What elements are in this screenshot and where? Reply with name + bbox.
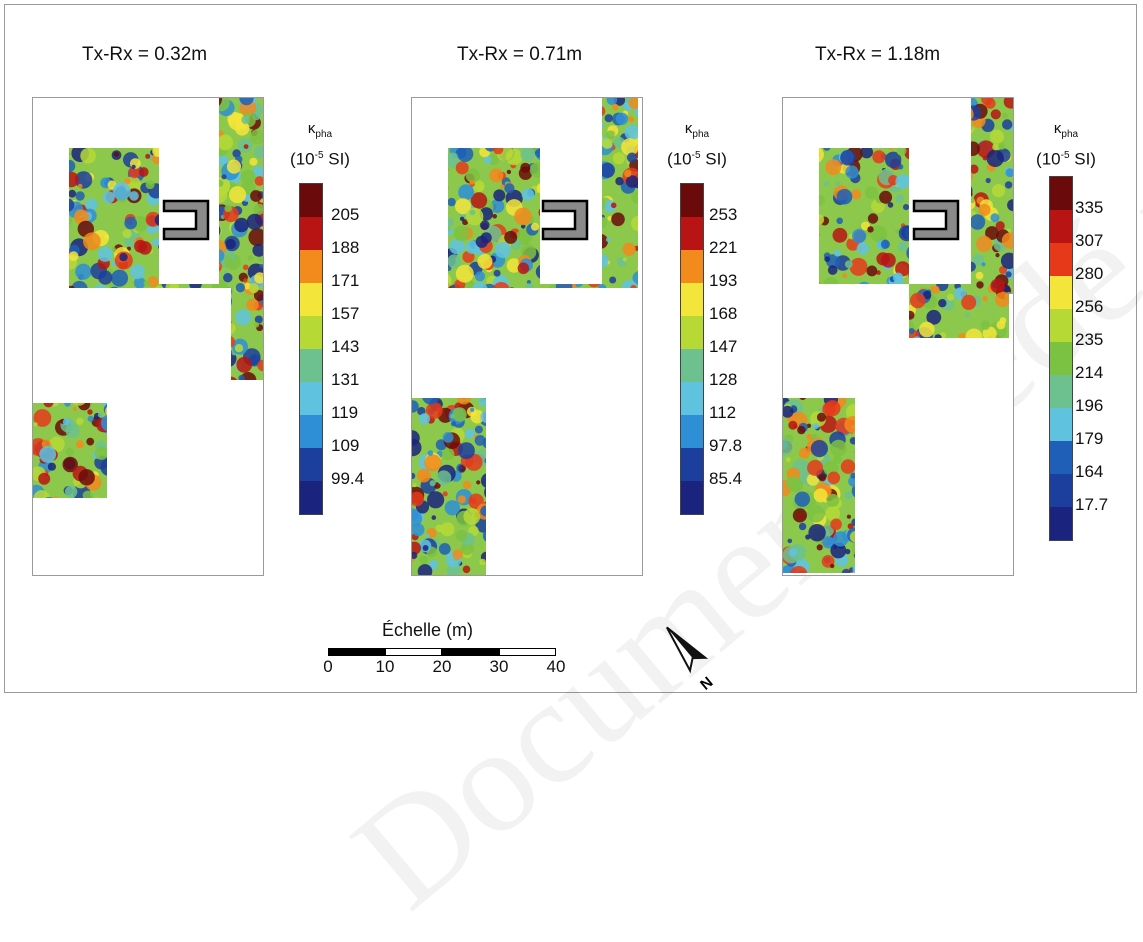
north-arrow-icon: N	[665, 626, 716, 694]
scale-bar-segment-3	[442, 648, 499, 656]
colorbar-swatch	[1050, 243, 1072, 276]
colorbar-swatch	[681, 448, 703, 481]
scale-bar-segment-1	[328, 648, 385, 656]
colorbar-swatch	[681, 415, 703, 448]
colorbar-label: 157	[331, 304, 360, 323]
colorbar-swatch	[1050, 210, 1072, 243]
colorbar-label: 196	[1075, 396, 1104, 415]
scale-tick-40: 40	[546, 657, 566, 676]
colorbar-label: 168	[709, 304, 738, 323]
scale-tick-0: 0	[323, 657, 333, 676]
colorbar-swatch	[300, 382, 322, 415]
colorbar-swatch	[681, 250, 703, 283]
legend-header-3: κpha (10-5 SI)	[1036, 120, 1096, 169]
colorbar-label: 253	[709, 205, 738, 224]
colorbar-label: 147	[709, 337, 738, 356]
colorbar-label: 119	[331, 403, 359, 422]
colorbar-label: 99.4	[331, 469, 365, 488]
colorbar-swatch	[681, 316, 703, 349]
survey-map-0.71m	[411, 97, 643, 576]
colorbar-label: 307	[1075, 231, 1104, 250]
colorbar-swatch	[681, 481, 703, 514]
panel-title-1: Tx-Rx = 0.32m	[82, 44, 208, 65]
building-outline-icon	[912, 199, 960, 241]
colorbar-2	[680, 183, 704, 515]
scale-bar-segment-2	[385, 648, 442, 656]
colorbar-swatch	[1050, 441, 1072, 474]
colorbar-swatch	[300, 415, 322, 448]
colorbar-label: 179	[1075, 429, 1104, 448]
colorbar-label: 335	[1075, 198, 1104, 217]
legend-header-1: κpha (10-5 SI)	[290, 120, 350, 169]
colorbar-swatch	[1050, 474, 1072, 507]
scale-tick-20: 20	[432, 657, 452, 676]
colorbar-swatch	[1050, 177, 1072, 210]
colorbar-label: 109	[331, 436, 360, 455]
scale-bar-segment-4	[499, 648, 556, 656]
panel-title-3: Tx-Rx = 1.18m	[815, 44, 941, 65]
colorbar-label: 85.4	[709, 469, 743, 488]
building-outline-icon	[162, 199, 210, 241]
scale-tick-10: 10	[375, 657, 395, 676]
colorbar-label: 97.8	[709, 436, 743, 455]
colorbar-swatch	[300, 283, 322, 316]
scale-bar-title: Échelle (m)	[382, 620, 474, 640]
panel-title-2: Tx-Rx = 0.71m	[457, 44, 583, 65]
colorbar-swatch	[681, 283, 703, 316]
building-outline-icon	[541, 199, 589, 241]
colorbar-swatch	[1050, 309, 1072, 342]
colorbar-swatch	[681, 349, 703, 382]
colorbar-swatch	[1050, 342, 1072, 375]
colorbar-label: 128	[709, 370, 738, 389]
colorbar-label: 17.7	[1075, 495, 1109, 514]
scale-tick-30: 30	[489, 657, 509, 676]
colorbar-swatch	[1050, 507, 1072, 540]
colorbar-swatch	[1050, 276, 1072, 309]
survey-map-0.32m	[32, 97, 264, 576]
colorbar-swatch	[681, 382, 703, 415]
colorbar-swatch	[300, 448, 322, 481]
colorbar-label: 188	[331, 238, 360, 257]
colorbar-swatch	[300, 481, 322, 514]
colorbar-swatch	[1050, 408, 1072, 441]
colorbar-swatch	[300, 349, 322, 382]
colorbar-swatch	[300, 316, 322, 349]
colorbar-swatch	[300, 217, 322, 250]
colorbar-label: 214	[1075, 363, 1104, 382]
colorbar-1	[299, 183, 323, 515]
colorbar-label: 171	[331, 271, 360, 290]
colorbar-label: 143	[331, 337, 360, 356]
survey-map-1.18m	[782, 97, 1014, 576]
colorbar-label: 112	[709, 403, 737, 422]
colorbar-label: 256	[1075, 297, 1104, 316]
colorbar-label: 193	[709, 271, 738, 290]
colorbar-label: 164	[1075, 462, 1104, 481]
colorbar-label: 131	[331, 370, 360, 389]
colorbar-label: 235	[1075, 330, 1104, 349]
colorbar-label: 280	[1075, 264, 1104, 283]
colorbar-swatch	[300, 250, 322, 283]
colorbar-swatch	[300, 184, 322, 217]
colorbar-swatch	[681, 184, 703, 217]
colorbar-label: 205	[331, 205, 360, 224]
north-label: N	[697, 674, 716, 694]
figure-frame	[4, 4, 1137, 693]
legend-header-2: κpha (10-5 SI)	[667, 120, 727, 169]
colorbar-label: 221	[709, 238, 738, 257]
colorbar-3	[1049, 176, 1073, 541]
colorbar-swatch	[1050, 375, 1072, 408]
colorbar-swatch	[681, 217, 703, 250]
